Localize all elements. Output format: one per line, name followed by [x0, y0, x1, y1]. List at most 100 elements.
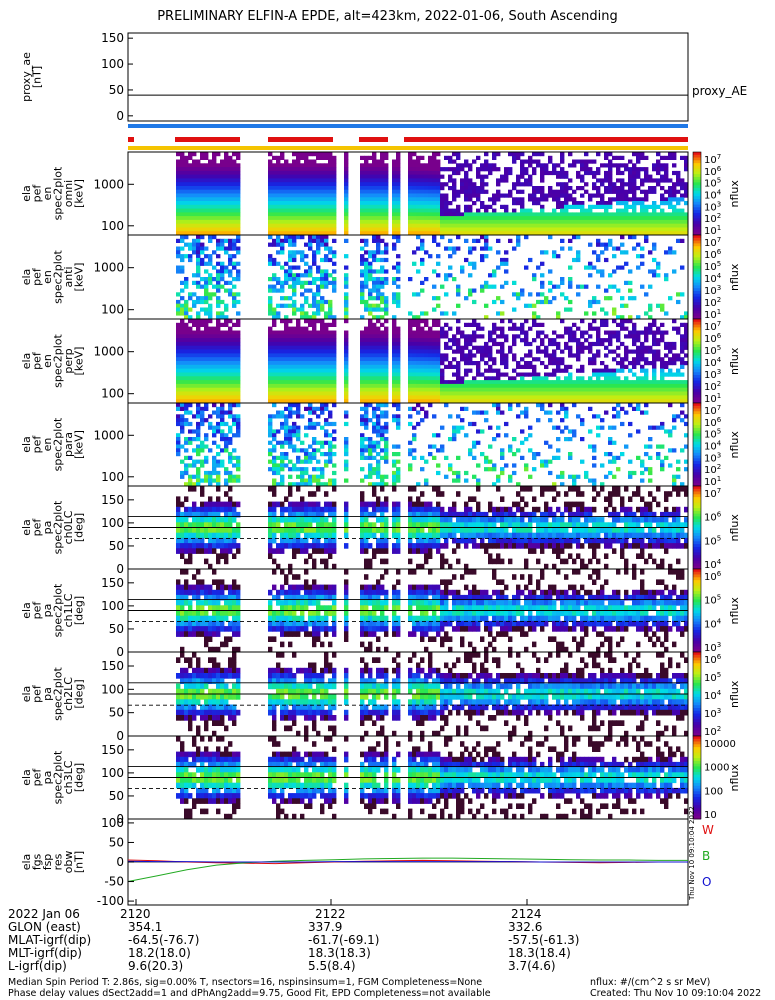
spectrogram-cell: [452, 182, 457, 187]
spectrogram-cell: [500, 204, 505, 209]
spectrogram-cell: [188, 353, 193, 358]
spectrogram-cell: [272, 307, 277, 312]
spectrogram-cell: [272, 361, 277, 366]
spectrogram-cell: [296, 395, 301, 400]
spectrogram-cell: [672, 155, 677, 160]
spectrogram-cell: [272, 204, 277, 209]
spectrogram-cell: [568, 326, 573, 331]
spectrogram-cell: [304, 170, 309, 176]
spectrogram-cell: [236, 227, 241, 232]
spectrogram-cell: [552, 380, 557, 385]
spectrogram-cell: [176, 326, 181, 331]
spectrogram-cell: [320, 186, 325, 191]
spectrogram-cell: [224, 178, 229, 183]
spectrogram-cell: [440, 212, 445, 217]
spectrogram-cell: [392, 223, 397, 228]
spectrogram-cell: [644, 349, 649, 354]
spectrogram-cell: [192, 246, 197, 251]
spectrogram-cell: [304, 208, 309, 213]
spectrogram-cell: [376, 167, 381, 172]
spectrogram-cell: [308, 361, 313, 366]
spectrogram-cell: [540, 167, 545, 172]
spectrogram-cell: [344, 349, 349, 354]
spectrogram-cell: [428, 219, 433, 225]
status-bar-red-segment: [268, 137, 333, 142]
spectrogram-cell: [280, 391, 285, 396]
spectrogram-cell: [632, 152, 637, 157]
spectrogram-cell: [216, 231, 221, 236]
spectrogram-cell: [420, 182, 425, 187]
spectrogram-cell: [344, 223, 349, 228]
spectrogram-cell: [684, 223, 689, 228]
spectrogram-cell: [436, 193, 441, 198]
spectrogram-cell: [196, 368, 201, 373]
spectrogram-cell: [228, 326, 233, 331]
spectrogram-cell: [196, 159, 201, 164]
spectrogram-cell: [276, 380, 281, 385]
spectrogram-cell: [420, 353, 425, 358]
spectrogram-cell: [476, 349, 481, 354]
spectrogram-cell: [464, 231, 469, 236]
spectrogram-cell: [184, 303, 189, 308]
spectrogram-cell: [456, 170, 461, 176]
spectrogram-cell: [312, 208, 317, 213]
spectrogram-cell: [280, 455, 285, 460]
spectrogram-cell: [600, 250, 605, 255]
spectrogram-cell: [620, 341, 625, 347]
spectrogram-cell: [332, 212, 337, 217]
spectrogram-cell: [532, 383, 537, 389]
spectrogram-cell: [304, 387, 309, 392]
spectrogram-cell: [316, 357, 321, 362]
spectrogram-cell: [540, 349, 545, 354]
spectrogram-cell: [268, 357, 273, 362]
spectrogram-cell: [576, 170, 581, 176]
spectrogram-cell: [232, 478, 237, 483]
spectrogram-cell: [176, 167, 181, 172]
spectrogram-cell: [384, 372, 389, 377]
spectrogram-cell: [632, 322, 637, 327]
spectrogram-cell: [316, 277, 321, 282]
spectrogram-cell: [312, 372, 317, 377]
spectrogram-cell: [588, 208, 593, 213]
spectrogram-cell: [676, 201, 681, 206]
spectrogram-cell: [304, 361, 309, 366]
spectrogram-cell: [272, 353, 277, 358]
spectrogram-cell: [220, 437, 225, 442]
spectrogram-cell: [204, 269, 209, 274]
spectrogram-cell: [300, 208, 305, 213]
spectrogram-cell: [192, 204, 197, 209]
spectrogram-cell: [528, 155, 533, 160]
spectrogram-cell: [660, 155, 665, 160]
spectrogram-cell: [364, 155, 369, 160]
spectrogram-cell: [560, 170, 565, 176]
spectrogram-cell: [588, 265, 593, 270]
spectrogram-cell: [416, 212, 421, 217]
spectrogram-cell: [360, 170, 365, 176]
spectrogram-cell: [628, 334, 633, 339]
spectrogram-cell: [420, 178, 425, 183]
spectrogram-cell: [188, 216, 193, 221]
spectrogram-cell: [636, 159, 641, 164]
spectrogram-cell: [176, 219, 181, 225]
spectrogram-cell: [656, 273, 661, 278]
spectrogram-cell: [424, 319, 429, 324]
spectrogram-cell: [192, 182, 197, 187]
spectrogram-cell: [212, 410, 217, 415]
spectrogram-cell: [196, 467, 201, 472]
spectrogram-cell: [176, 406, 181, 411]
spectrogram-cell: [176, 193, 181, 198]
spectrogram-cell: [360, 345, 365, 350]
spectrogram-cell: [492, 212, 497, 217]
spectrogram-cell: [368, 399, 373, 404]
spectrogram-cell: [232, 208, 237, 213]
spectrogram-cell: [524, 219, 529, 225]
spectrogram-cell: [208, 296, 213, 301]
spectrogram-cell: [216, 414, 221, 419]
spectrogram-cell: [480, 223, 485, 228]
spectrogram-cell: [464, 170, 469, 176]
spectrogram-cell: [428, 395, 433, 400]
spectrogram-cell: [304, 201, 309, 206]
spectrogram-cell: [332, 170, 337, 176]
spectrogram-cell: [288, 334, 293, 339]
spectrogram-cell: [592, 361, 597, 366]
